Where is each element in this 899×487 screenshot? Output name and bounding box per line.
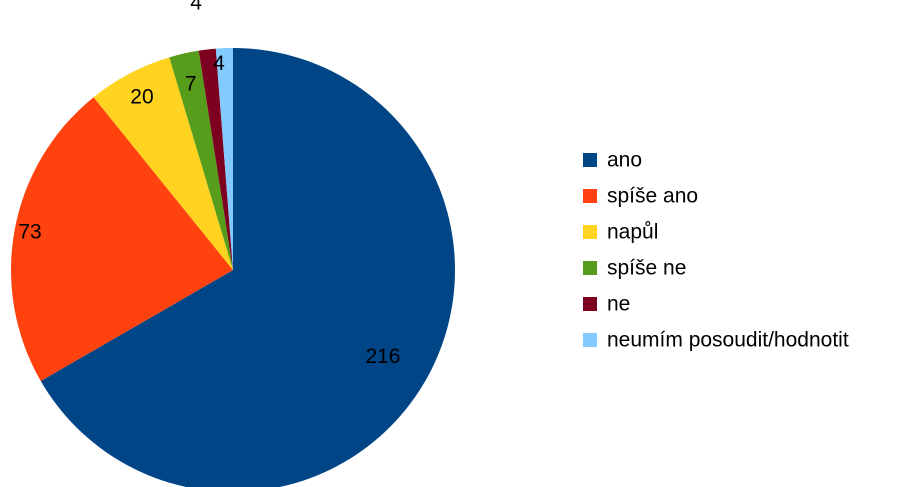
legend-label-5: ne [607, 293, 630, 316]
legend-item-6: neumím posoudit/hodnotit [583, 329, 849, 352]
pie-slices [10, 48, 455, 487]
data-label-1: 216 [365, 345, 400, 368]
legend-swatch-4 [583, 261, 597, 275]
legend-label-2: spíše ano [607, 185, 698, 208]
legend-label-6: neumím posoudit/hodnotit [607, 329, 849, 352]
legend-swatch-1 [583, 153, 597, 167]
legend-item-3: napůl [583, 221, 658, 244]
legend: ano spíše ano napůl spíše ne ne neumím posoud… [583, 149, 849, 352]
data-label-3: 20 [130, 86, 153, 109]
legend-item-4: spíše ne [583, 257, 686, 280]
legend-item-1: ano [583, 149, 642, 172]
pie-slice-5 [198, 48, 233, 270]
legend-swatch-3 [583, 225, 597, 239]
pie-slice-6 [215, 48, 233, 270]
legend-item-2: spíše ano [583, 185, 698, 208]
pie-slice-3 [93, 57, 234, 271]
pie-slice-1 [40, 48, 455, 487]
data-label-2: 73 [18, 221, 41, 244]
pie-slice-4 [169, 50, 233, 270]
legend-label-1: ano [607, 149, 642, 172]
data-label-6: 4 [213, 52, 225, 75]
legend-item-5: ne [583, 293, 630, 316]
legend-label-3: napůl [607, 221, 658, 244]
data-label-5: 4 [190, 0, 202, 15]
legend-swatch-5 [583, 297, 597, 311]
pie-slice-2 [10, 97, 233, 381]
legend-label-4: spíše ne [607, 257, 686, 280]
data-label-4: 7 [185, 72, 197, 95]
legend-swatch-6 [583, 333, 597, 347]
legend-swatch-2 [583, 189, 597, 203]
